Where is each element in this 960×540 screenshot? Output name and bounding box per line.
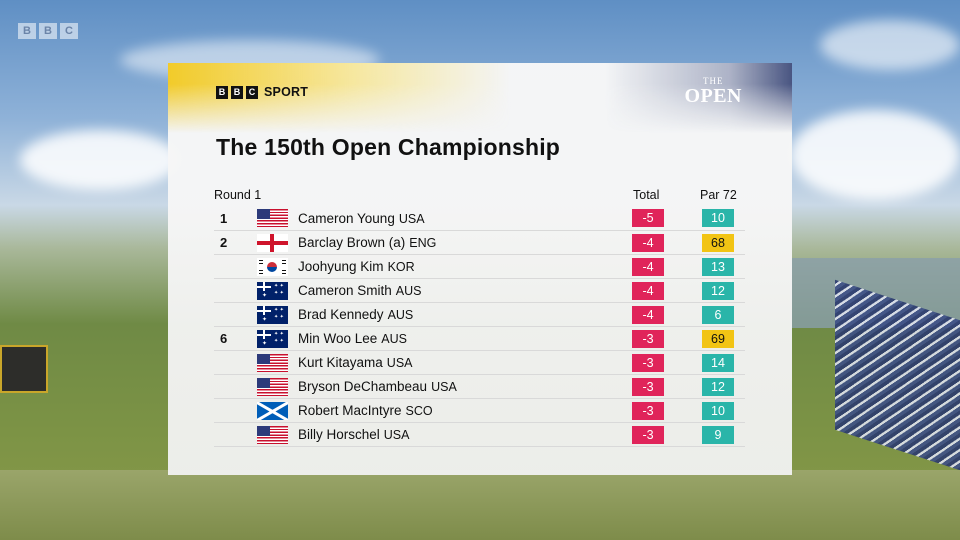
round-score: 68	[702, 234, 734, 252]
table-row: Robert MacIntyre SCO -3 10	[214, 398, 745, 423]
usa-flag-icon	[257, 209, 288, 227]
round-score: 12	[702, 282, 734, 300]
table-row: Bryson DeChambeau USA -3 12	[214, 374, 745, 399]
scoreboard-tower	[0, 345, 48, 393]
england-flag-icon	[257, 234, 288, 252]
total-score: -4	[632, 258, 664, 276]
bbc-sport-logo: B B C SPORT	[216, 85, 308, 99]
total-score: -5	[632, 209, 664, 227]
country-code: USA	[431, 380, 457, 394]
total-score: -3	[632, 330, 664, 348]
round-score: 12	[702, 378, 734, 396]
table-row: 2 Barclay Brown (a) ENG -4 68	[214, 230, 745, 255]
round-header: Round 1	[214, 188, 262, 202]
total-score: -4	[632, 306, 664, 324]
position: 6	[220, 331, 228, 346]
total-score: -4	[632, 282, 664, 300]
usa-flag-icon	[257, 378, 288, 396]
player-name: Cameron Smith AUS	[298, 283, 422, 298]
round-score: 13	[702, 258, 734, 276]
country-code: AUS	[395, 284, 422, 298]
table-row: Kurt Kitayama USA -3 14	[214, 350, 745, 375]
player-name: Billy Horschel USA	[298, 427, 410, 442]
country-code: USA	[383, 428, 410, 442]
australia-flag-icon: ✦	[257, 282, 288, 300]
usa-flag-icon	[257, 426, 288, 444]
player-name: Barclay Brown (a) ENG	[298, 235, 437, 250]
country-code: ENG	[409, 236, 437, 250]
round-score: 69	[702, 330, 734, 348]
table-row: Joohyung Kim KOR -4 13	[214, 254, 745, 279]
total-score: -4	[632, 234, 664, 252]
country-code: USA	[386, 356, 413, 370]
player-name: Joohyung Kim KOR	[298, 259, 415, 274]
leaderboard-table: 1 Cameron Young USA -5 10 2 Barclay Brown (a) E…	[214, 206, 745, 447]
country-code: AUS	[381, 332, 407, 346]
scotland-flag-icon	[257, 402, 288, 420]
page-title: The 150th Open Championship	[216, 134, 561, 160]
country-code: USA	[398, 211, 425, 226]
player-name: Robert MacIntyre SCO	[298, 403, 433, 418]
table-row: Billy Horschel USA -3 9	[214, 422, 745, 447]
the-open-logo: THE OPEN	[684, 76, 742, 107]
total-header: Total	[633, 188, 660, 202]
country-code: AUS	[387, 308, 414, 322]
player-name: Kurt Kitayama USA	[298, 355, 413, 370]
par-header: Par 72	[700, 188, 737, 202]
round-score: 10	[702, 209, 734, 227]
country-code: SCO	[405, 404, 433, 418]
total-score: -3	[632, 354, 664, 372]
player-name: Cameron Young USA	[298, 210, 425, 226]
leaderboard-panel: B B C SPORT THE OPEN The 150th Open Cham…	[168, 63, 792, 475]
player-name: Min Woo Lee AUS	[298, 331, 407, 346]
australia-flag-icon: ✦	[257, 330, 288, 348]
round-score: 14	[702, 354, 734, 372]
player-name: Bryson DeChambeau USA	[298, 379, 457, 394]
position: 1	[220, 210, 228, 226]
usa-flag-icon	[257, 354, 288, 372]
total-score: -3	[632, 378, 664, 396]
total-score: -3	[632, 402, 664, 420]
player-name: Brad Kennedy AUS	[298, 307, 414, 322]
round-score: 6	[702, 306, 734, 324]
korea-flag-icon	[257, 258, 288, 276]
round-score: 9	[702, 426, 734, 444]
australia-flag-icon: ✦	[257, 306, 288, 324]
round-score: 10	[702, 402, 734, 420]
total-score: -3	[632, 426, 664, 444]
position: 2	[220, 235, 228, 250]
country-code: KOR	[387, 260, 415, 274]
table-row: 1 Cameron Young USA -5 10	[214, 206, 745, 231]
